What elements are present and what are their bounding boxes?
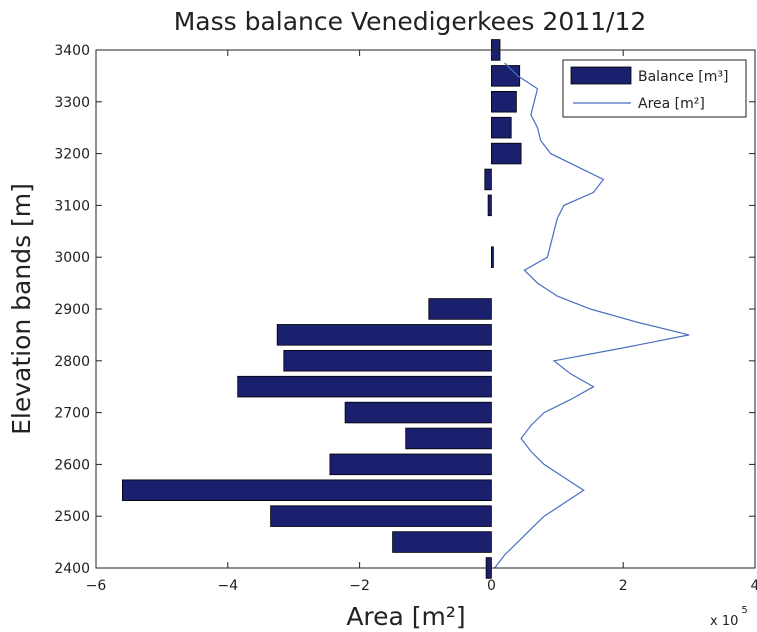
y-tick-label: 2400: [54, 561, 90, 577]
y-axis-label: Elevation bands [m]: [7, 183, 36, 435]
plot-area: −6 −4 −2 0 2 4 2400 2500 2600 2700 2800 2900 3000 310…: [54, 39, 757, 594]
x-tick-label: 4: [751, 578, 757, 594]
balance-bar: [490, 142, 522, 165]
balance-bar: [237, 375, 492, 398]
x-tick-label: −6: [86, 578, 107, 594]
y-tick-label: 2500: [54, 509, 90, 525]
balance-bar: [344, 401, 492, 424]
x-axis-multiplier-exponent: 5: [741, 605, 747, 616]
y-tick-label: 3000: [54, 250, 90, 266]
balance-bar: [405, 427, 492, 450]
x-tick-label: −4: [217, 578, 238, 594]
balance-bar: [392, 531, 492, 553]
y-tick-label: 3100: [54, 198, 90, 214]
x-axis-multiplier-base: x 10: [710, 614, 738, 629]
balance-bar: [490, 65, 521, 87]
x-tick-label: 2: [619, 578, 628, 594]
x-axis-label: Area [m²]: [346, 602, 465, 631]
balance-bar: [428, 298, 492, 320]
chart-title: Mass balance Venedigerkees 2011/12: [174, 7, 647, 36]
y-tick-label: 2700: [54, 406, 90, 422]
y-tick-label: 3200: [54, 147, 90, 163]
area-line: [494, 62, 690, 569]
y-tick-label: 2600: [54, 457, 90, 473]
balance-bar: [490, 246, 494, 268]
legend-balance-label: Balance [m³]: [638, 69, 728, 85]
x-axis-multiplier: x 105: [710, 605, 748, 629]
balance-bar: [122, 479, 492, 501]
legend-balance-swatch: [570, 66, 632, 85]
legend: Balance [m³] Area [m²]: [562, 59, 747, 118]
balance-bar: [490, 116, 512, 139]
plot-frame: [95, 49, 756, 569]
balance-bar: [283, 349, 492, 372]
y-tick-label: 2900: [54, 302, 90, 318]
y-tick-label: 2800: [54, 354, 90, 370]
balance-bar: [487, 194, 492, 217]
balance-bar: [276, 324, 492, 346]
x-tick-label: 0: [487, 578, 496, 594]
y-tick-label: 3400: [54, 43, 90, 59]
x-tick-label: −2: [349, 578, 370, 594]
balance-bar: [484, 168, 492, 191]
balance-bar: [490, 91, 517, 113]
legend-area-label: Area [m²]: [638, 96, 705, 112]
balance-bar: [329, 453, 492, 476]
balance-bar: [270, 505, 492, 527]
y-tick-label: 3300: [54, 95, 90, 111]
